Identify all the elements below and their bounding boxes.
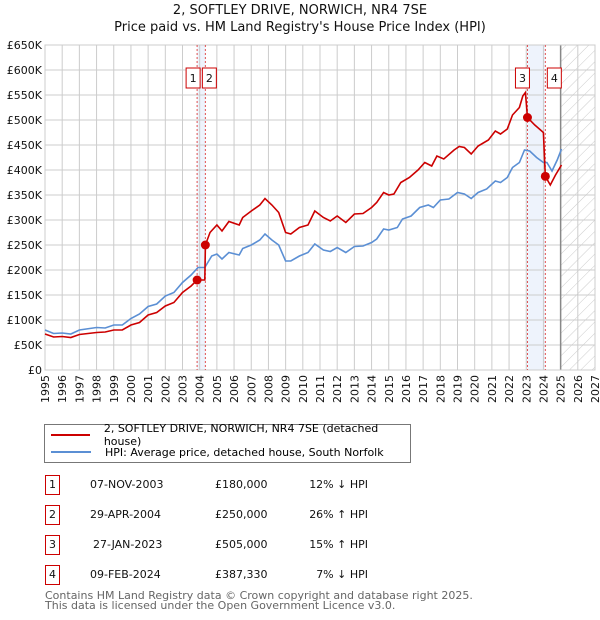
- hpi-line: [44, 148, 563, 335]
- transaction-row: 3 27-JAN-2023 £505,000 15% ↑ HPI: [0, 535, 600, 555]
- property-price-line: [44, 90, 563, 339]
- x-tick-label: 2002: [159, 375, 172, 403]
- x-tick-label: 2000: [125, 375, 138, 403]
- y-tick-label: £600K: [7, 64, 43, 77]
- y-tick-label: £400K: [7, 164, 43, 177]
- legend-item-property: 2, SOFTLEY DRIVE, NORWICH, NR4 7SE (deta…: [51, 422, 410, 448]
- sale-label: 2: [206, 72, 213, 85]
- price-chart: 1995 1996 1997 1998 1999 2000 2001 2002 2003 2004…: [7, 39, 600, 403]
- y-tick-label: £50K: [14, 339, 43, 352]
- x-tick-label: 2024: [537, 375, 550, 403]
- x-tick-label: 2001: [142, 375, 155, 403]
- x-tick-label: 2022: [503, 375, 516, 403]
- transaction-price: £505,000: [215, 538, 268, 551]
- x-tick-label: 1998: [91, 375, 104, 403]
- x-tick-label: 2017: [417, 375, 430, 403]
- transaction-price: £250,000: [215, 508, 268, 521]
- y-tick-label: £450K: [7, 139, 43, 152]
- transaction-price: £387,330: [215, 568, 268, 581]
- plot-frame: [44, 44, 596, 371]
- x-tick-label: 2011: [314, 375, 327, 403]
- sale-label-box: [546, 67, 562, 89]
- sale-label-box: [201, 67, 217, 89]
- legend-label: HPI: Average price, detached house, Sout…: [105, 445, 384, 459]
- transaction-hpi-diff: 26% ↑ HPI: [309, 508, 368, 521]
- y-tick-label: £200K: [7, 264, 43, 277]
- x-tick-label: 2021: [486, 375, 499, 403]
- y-tick-label: £250K: [7, 239, 43, 252]
- transaction-row: 4 09-FEB-2024 £387,330 7% ↓ HPI: [0, 565, 600, 585]
- x-tick-label: 2018: [434, 375, 447, 403]
- transaction-date: 29-APR-2004: [90, 508, 162, 521]
- transaction-row: 2 29-APR-2004 £250,000 26% ↑ HPI: [0, 505, 600, 525]
- transaction-marker: 1: [45, 475, 60, 495]
- x-tick-label: 2012: [331, 375, 344, 403]
- y-tick-label: £0: [28, 364, 42, 377]
- x-tick-label: 2016: [400, 375, 413, 403]
- x-tick-label: 2013: [348, 375, 361, 403]
- sale-label-box: [514, 67, 530, 89]
- transaction-date: 27-JAN-2023: [93, 538, 163, 551]
- x-tick-label: 2026: [572, 375, 585, 403]
- sale-label: 3: [519, 72, 526, 85]
- chart-subtitle: Price paid vs. HM Land Registry's House …: [114, 20, 486, 35]
- y-tick-label: £500K: [7, 114, 43, 127]
- transaction-marker: 2: [45, 505, 60, 525]
- sale-label: 1: [190, 72, 197, 85]
- x-tick-label: 2015: [383, 375, 396, 403]
- transaction-marker: 4: [45, 565, 60, 585]
- x-tick-label: 2014: [366, 375, 379, 403]
- transaction-date: 09-FEB-2024: [90, 568, 161, 581]
- sale-point: [540, 171, 550, 181]
- y-tick-label: £100K: [7, 314, 43, 327]
- transaction-hpi-diff: 7% ↓ HPI: [316, 568, 368, 581]
- transaction-date: 07-NOV-2003: [90, 478, 164, 491]
- transaction-marker: 3: [45, 535, 60, 555]
- chart-title: 2, SOFTLEY DRIVE, NORWICH, NR4 7SE: [172, 3, 428, 18]
- legend-item-hpi: HPI: Average price, detached house, Sout…: [51, 444, 384, 460]
- x-tick-label: 1995: [39, 375, 52, 403]
- sale-point: [192, 275, 202, 285]
- legend: 2, SOFTLEY DRIVE, NORWICH, NR4 7SE (deta…: [44, 422, 411, 463]
- x-tick-label: 2027: [589, 375, 600, 403]
- x-tick-label: 2023: [520, 375, 533, 403]
- x-tick-label: 2004: [194, 375, 207, 403]
- x-tick-label: 1996: [56, 375, 69, 403]
- x-tick-label: 2005: [211, 375, 224, 403]
- legend-swatch-blue: [51, 451, 91, 453]
- sale-point: [522, 113, 532, 122]
- footer-licence: This data is licensed under the Open Gov…: [45, 599, 396, 612]
- y-tick-label: £350K: [7, 189, 43, 202]
- y-tick-label: £300K: [7, 214, 43, 227]
- x-tick-label: 2010: [297, 375, 310, 403]
- highlight-band: [527, 45, 546, 370]
- x-tick-label: 2019: [452, 375, 465, 403]
- transaction-price: £180,000: [215, 478, 268, 491]
- x-tick-label: 2006: [228, 375, 241, 403]
- sale-label-box: [185, 67, 201, 89]
- y-tick-label: £150K: [7, 289, 43, 302]
- transaction-hpi-diff: 15% ↑ HPI: [309, 538, 368, 551]
- legend-label: 2, SOFTLEY DRIVE, NORWICH, NR4 7SE (deta…: [103, 422, 379, 448]
- footer-copyright: Contains HM Land Registry data © Crown c…: [45, 589, 473, 602]
- x-tick-label: 2003: [177, 375, 190, 403]
- sale-label: 4: [551, 72, 558, 85]
- highlight-band: [197, 45, 206, 370]
- transaction-hpi-diff: 12% ↓ HPI: [309, 478, 368, 491]
- y-tick-label: £650K: [7, 39, 43, 52]
- sale-point: [200, 240, 210, 250]
- x-tick-label: 2008: [262, 375, 275, 403]
- x-tick-label: 2007: [245, 375, 258, 403]
- x-tick-label: 2020: [469, 375, 482, 403]
- x-tick-label: 1999: [108, 375, 121, 403]
- x-tick-label: 2009: [280, 375, 293, 403]
- legend-swatch-red: [51, 434, 90, 436]
- x-tick-label: 1997: [73, 375, 86, 403]
- y-tick-label: £550K: [7, 89, 43, 102]
- transaction-row: 1 07-NOV-2003 £180,000 12% ↓ HPI: [0, 475, 600, 495]
- x-tick-label: 2025: [555, 375, 568, 403]
